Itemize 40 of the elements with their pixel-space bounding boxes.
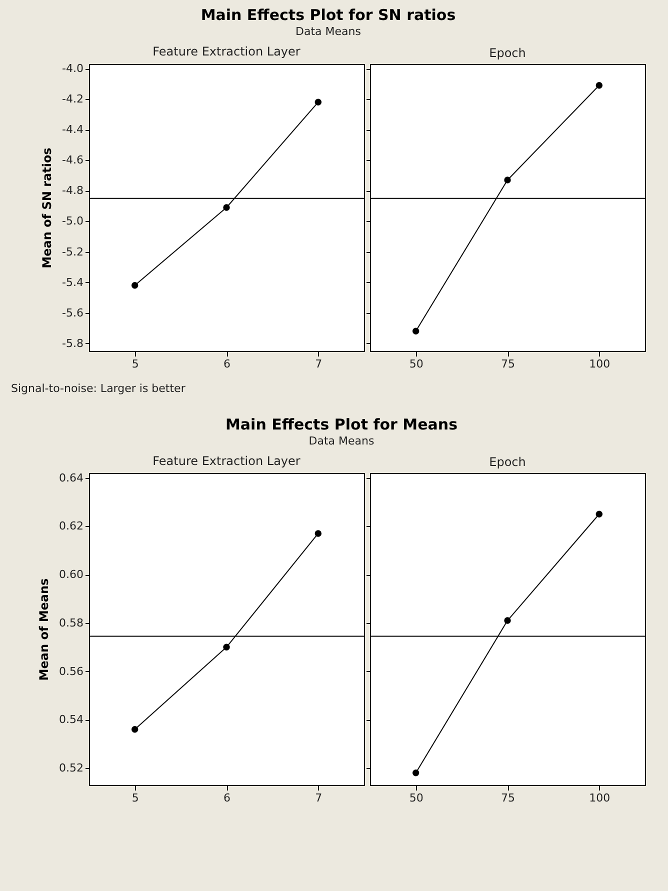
x-tick-label: 6 (224, 358, 230, 370)
chart-title: Main Effects Plot for SN ratios (200, 6, 456, 24)
x-tick-label: 5 (132, 358, 139, 370)
x-tick-label: 6 (224, 792, 230, 804)
x-axis-title: Epoch (489, 46, 526, 60)
x-tick-label: 100 (589, 358, 610, 370)
x-tick-label: 50 (409, 792, 424, 804)
x-tick-label: 50 (409, 358, 424, 370)
y-tick-label: -4.4 (62, 123, 84, 136)
y-tick-label: -4.2 (62, 92, 84, 106)
chart-subtitle: Data Means (308, 434, 374, 448)
x-tick-label: 5 (132, 792, 139, 804)
y-tick-label: -5.0 (62, 214, 84, 228)
y-tick-label: -5.2 (62, 245, 84, 258)
chart-subtitle: Data Means (296, 25, 362, 38)
x-axis-title: Epoch (489, 455, 526, 469)
y-tick-label: -5.4 (62, 276, 84, 289)
y-tick-label: -5.6 (62, 306, 84, 320)
y-tick-label: -5.8 (62, 336, 84, 350)
x-tick-label: 75 (501, 792, 515, 804)
y-axis-title: Mean of Means (37, 578, 52, 681)
x-axis-title: Feature Extraction Layer (152, 454, 300, 468)
y-axis-title: Mean of SN ratios (40, 148, 54, 268)
y-tick-label: 0.52 (59, 762, 84, 775)
text: Signal-to-noise: Larger is better (11, 382, 186, 395)
y-tick-label: 0.60 (59, 568, 84, 582)
y-tick-label: 0.54 (59, 713, 84, 726)
y-tick-label: 0.56 (59, 664, 84, 678)
x-tick-label: 75 (501, 358, 515, 370)
y-tick-label: 0.62 (59, 520, 84, 533)
y-tick-label: -4.0 (62, 62, 84, 76)
chart-title: Main Effects Plot for Means (226, 415, 458, 434)
y-tick-label: 0.64 (59, 471, 84, 484)
y-tick-label: -4.6 (62, 154, 84, 167)
y-tick-label: 0.58 (59, 616, 84, 630)
x-tick-label: 7 (315, 358, 322, 370)
x-tick-label: 7 (315, 792, 322, 804)
x-axis-title: Feature Extraction Layer (152, 44, 300, 59)
x-tick-label: 100 (589, 792, 610, 804)
y-tick-label: -4.8 (62, 184, 84, 198)
